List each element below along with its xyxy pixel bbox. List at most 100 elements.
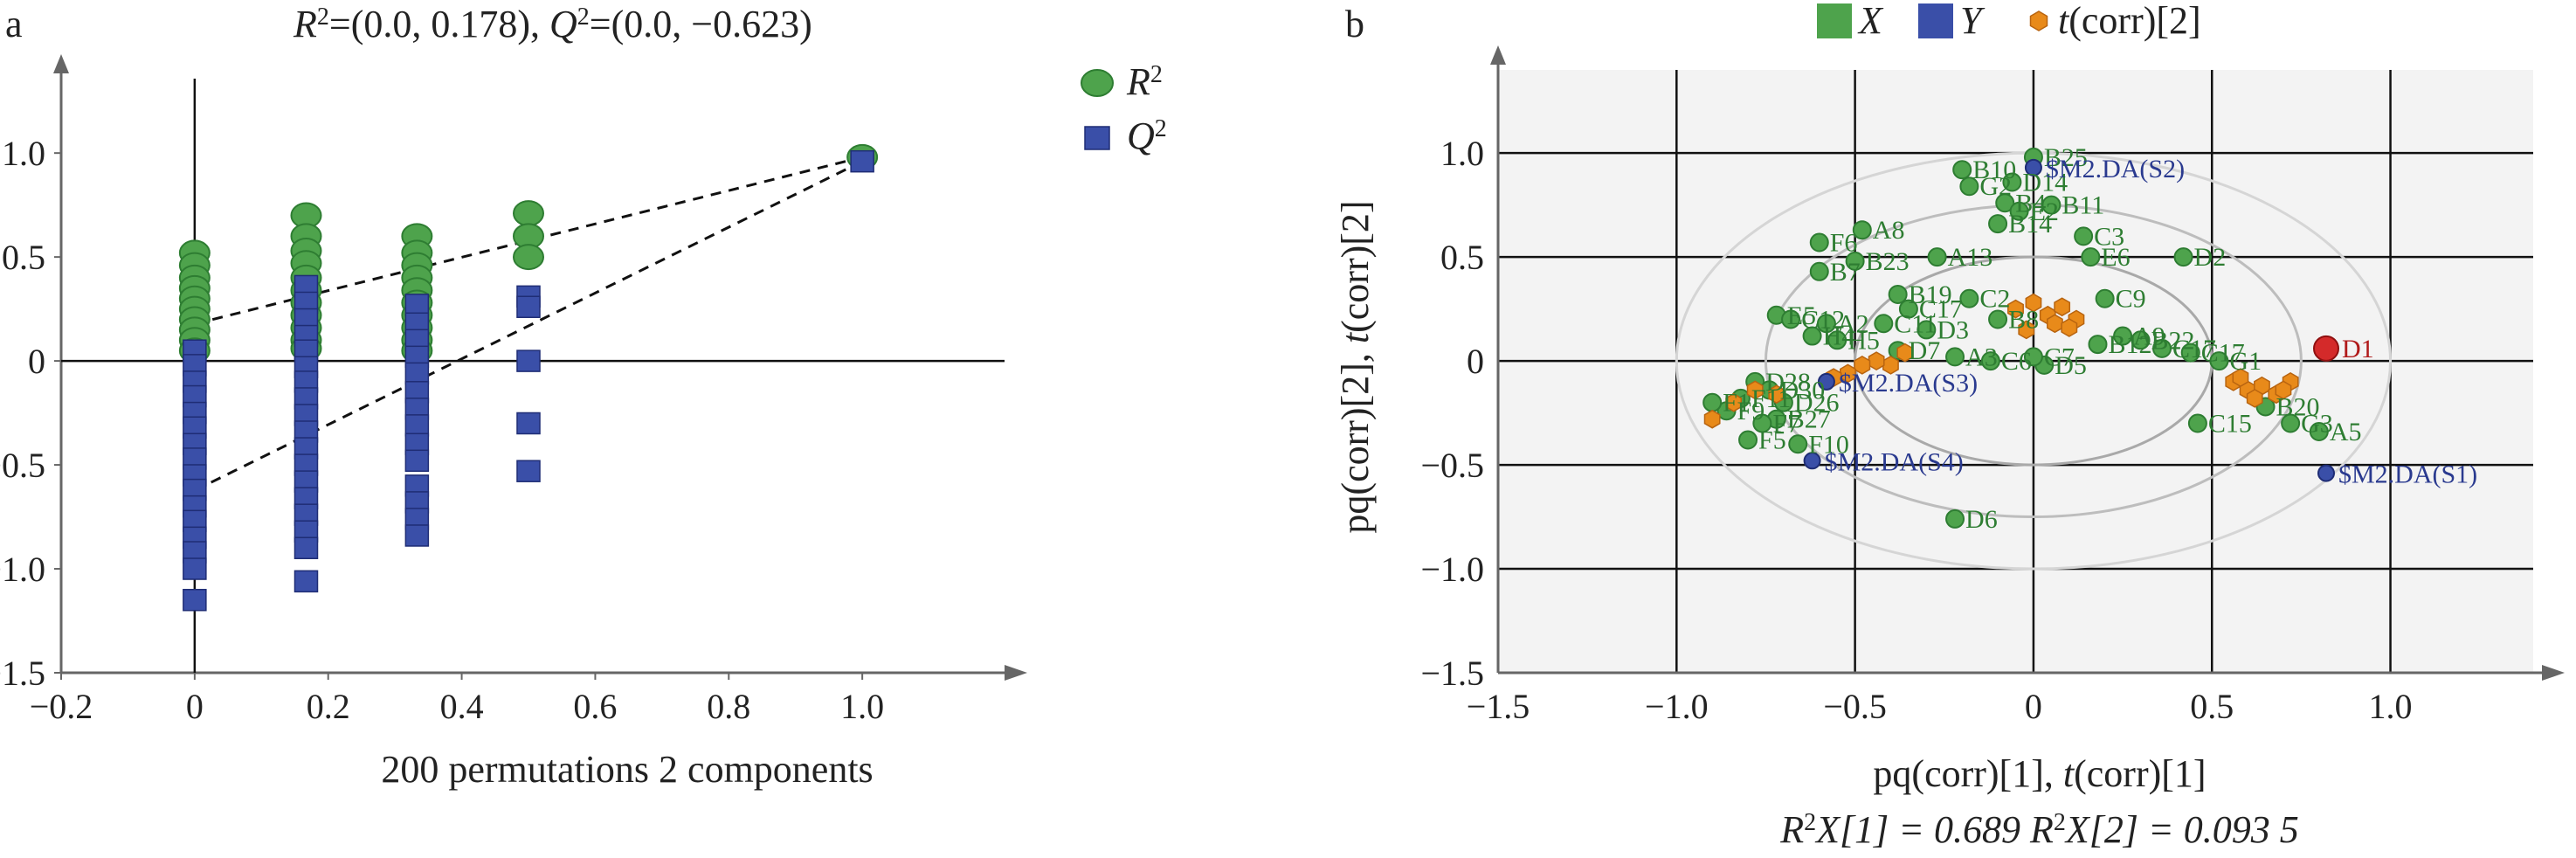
x-variable-label: B12 (2108, 330, 2151, 359)
x-variable-point (2081, 247, 2101, 267)
y-tick-label: −1.0 (1420, 550, 1484, 589)
legend-r2-marker (1081, 69, 1114, 97)
y-variable-label: $M2.DA(S3) (1839, 369, 1978, 398)
x-variable-label: G3 (2301, 409, 2333, 438)
x-variable-label: C2 (1979, 285, 2010, 314)
x-variable-label: B8 (2008, 306, 2039, 335)
x-variable-label: C6 (2001, 347, 2032, 376)
caption-sup1: 2 (1804, 809, 1816, 836)
x-variable-label: B10 (1972, 156, 2016, 184)
x-variable-label: D3 (1937, 315, 1969, 344)
y-variable-label: $M2.DA(S2) (2046, 155, 2185, 183)
title-r-symbol: R (293, 3, 317, 45)
panel-b-plot-area: −1.5 −1.0 −0.5 0 0.5 1.0 −1.5 −1.0 −0.5 0 0.5 1.0 B2… (1420, 45, 2565, 726)
x-variable-label: A9 (2133, 322, 2165, 351)
d1-label: D1 (2342, 335, 2374, 363)
x-variable-label: B14 (2008, 210, 2052, 239)
x-variable-label: C12 (1801, 306, 1845, 335)
x-variable-label: B23 (1866, 247, 1910, 276)
x-variable-label: B19 (1909, 280, 1952, 309)
y-tick-label: 1.0 (1440, 134, 1484, 173)
y-variable-label: $M2.DA(S4) (1825, 447, 1964, 476)
x-variable-label: E6 (2101, 243, 2130, 272)
x-variable-label: H5 (1847, 326, 1880, 355)
score-point (2246, 389, 2263, 408)
x-tick-label: −0.2 (30, 687, 93, 726)
x-variable-point (1995, 193, 2015, 213)
x-variable-label: C9 (2116, 285, 2146, 314)
x-variable-label: B4 (2015, 189, 2046, 218)
y-variable-point (2317, 464, 2335, 482)
y-tick-label: −1.5 (1420, 654, 1484, 693)
x-variable-point (1738, 430, 1758, 450)
ylabel-pre: pq(corr)[2], (1334, 343, 1377, 533)
x-variable-label: C15 (2208, 409, 2252, 438)
x-axis-arrow (1005, 665, 1027, 681)
legend-score-label: t(corr)[2] (2058, 0, 2201, 42)
x-variable-label: C17 (2172, 335, 2216, 363)
x-variable-label: D30 (1780, 376, 1826, 405)
caption-r2: R (2029, 808, 2054, 851)
y-tick-label: 0.5 (1440, 238, 1484, 277)
x-variable-label: G2 (1979, 172, 2012, 201)
q2-point (516, 412, 541, 435)
score-point (2232, 368, 2249, 387)
x-variable-label: D2 (2194, 243, 2227, 272)
x-variable-point (2131, 330, 2151, 350)
x-variable-label: B20 (2276, 392, 2320, 421)
y-tick-label: −0.5 (1420, 446, 1484, 485)
ylabel-post: (corr)[2] (1334, 200, 1377, 332)
y-tick-label: 1.0 (2, 134, 45, 173)
x-variable-point (2209, 351, 2229, 371)
x-variable-point (1980, 351, 2000, 371)
x-tick-label: 0.8 (707, 687, 750, 726)
score-point (1746, 380, 1764, 400)
score-point (2007, 299, 2024, 319)
x-tick-label: 1.0 (840, 687, 884, 726)
x-variable-label: B22 (2151, 326, 2195, 355)
x-variable-point (1959, 288, 1979, 308)
legend-y-label: Y (1960, 0, 1986, 42)
panel-b-ylabel: pq(corr)[2], t(corr)[2] (1334, 200, 1377, 533)
x-variable-point (2088, 335, 2108, 355)
x-variable-label: F6 (1830, 228, 1858, 257)
x-variable-label: D6 (1965, 505, 1998, 534)
q2-point (183, 588, 207, 612)
x-variable-label: B11 (2061, 191, 2104, 220)
caption-sup2: 2 (2054, 809, 2066, 836)
x-variable-label: F9 (1737, 397, 1765, 426)
x-variable-point (2113, 326, 2133, 346)
x-axis-arrow (2542, 665, 2565, 681)
y-variable-label: $M2.DA(S1) (2338, 460, 2477, 489)
r2-point (513, 200, 544, 227)
x-variable-point (1988, 309, 2008, 329)
x-variable-point (1888, 284, 1908, 304)
x-tick-label: −1.0 (1645, 687, 1709, 726)
y-variable-point (2024, 158, 2042, 176)
caption-r1: R (1779, 808, 1804, 851)
score-point (1896, 343, 1914, 363)
x-tick-label: 0 (186, 687, 204, 726)
score-point (1840, 363, 1856, 384)
x-variable-point (1988, 214, 2008, 234)
ylabel-t: t (1334, 331, 1377, 343)
d1-point (2313, 335, 2339, 362)
score-point (2275, 380, 2292, 400)
correlation-ellipse (1764, 204, 2303, 519)
x-variable-label: F10 (1808, 430, 1849, 459)
legend-y-swatch (1918, 3, 1953, 38)
x-variable-label: D7 (1909, 336, 1941, 365)
x-tick-label: 0.2 (307, 687, 350, 726)
x-tick-label: 0.6 (573, 687, 617, 726)
r2-point (513, 244, 544, 271)
xlabel-pre: pq(corr)[1], (1873, 752, 2062, 795)
x-variable-point (2074, 226, 2094, 246)
x-variable-label: D5 (2055, 351, 2087, 380)
score-point (2061, 318, 2078, 337)
panel-a-title: R2=(0.0, 0.178), Q2=(0.0, −0.623) (293, 3, 812, 45)
x-variable-point (1959, 176, 1979, 197)
x-variable-label: B7 (1830, 258, 1861, 287)
x-variable-label: F11 (1751, 384, 1792, 413)
